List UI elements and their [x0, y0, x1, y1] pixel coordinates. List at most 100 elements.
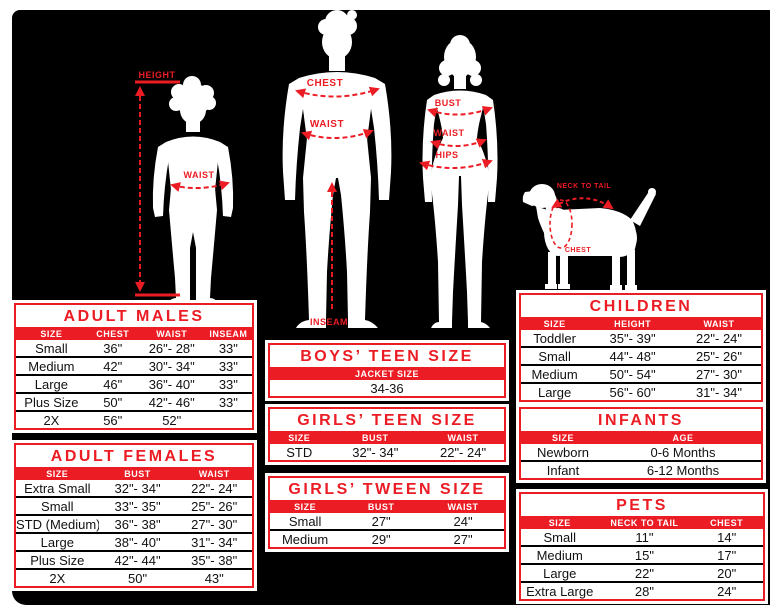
female-annotations: BUST WAIST HIPS: [419, 98, 493, 171]
table-header-row: SIZE BUST WAIST: [16, 467, 252, 480]
table-cell: Large: [34, 376, 69, 392]
table-cell: Extra Large: [526, 583, 594, 599]
column-header: WAIST: [447, 501, 479, 512]
table-cell: 24": [717, 583, 737, 599]
column-header: AGE: [672, 432, 694, 443]
table-cell: Medium: [281, 531, 329, 547]
table-cell: 35"- 38": [191, 552, 238, 568]
table-row: Small 11" 14": [521, 529, 763, 545]
table-row: Extra Large 28" 24": [521, 581, 763, 599]
table-girls-tween-size: GIRLS’ TWEEN SIZE SIZE BUST WAIST Small 27" 24…: [268, 476, 506, 549]
table-header-row: SIZE HEIGHT WAIST: [521, 317, 761, 330]
table-cell: Extra Small: [24, 480, 91, 496]
dog-chest-label: CHEST: [565, 247, 591, 254]
table-cell: Small: [543, 529, 576, 545]
male-chest-label: CHEST: [307, 78, 343, 89]
table-cell: 43": [204, 570, 224, 586]
table-cell: 22"- 24": [191, 480, 238, 496]
table-title: GIRLS’ TEEN SIZE: [297, 412, 477, 429]
table-cell: Medium: [531, 366, 578, 382]
table-cell: 38"- 40": [114, 534, 161, 550]
table-row: Small 44"- 48" 25"- 26": [521, 346, 761, 364]
table-row: Small 27" 24": [270, 513, 504, 529]
table-cell: Plus Size: [24, 394, 79, 410]
table-girls-teen-size: GIRLS’ TEEN SIZE SIZE BUST WAIST STD 32"- 34"…: [268, 407, 506, 462]
table-row: STD (Medium) 36"- 38" 27"- 30": [16, 514, 252, 532]
table-cell: STD: [286, 444, 313, 460]
table-row: Toddler 35"- 39" 22"- 24": [521, 330, 761, 346]
table-cell: 28": [634, 583, 654, 599]
table-header-row: SIZE BUST WAIST: [270, 431, 504, 444]
adult-male-silhouette: [282, 10, 392, 328]
female-bust-label: BUST: [435, 98, 462, 108]
column-header: HEIGHT: [614, 318, 652, 329]
table-row: Small 36" 26"- 28" 33": [16, 340, 252, 356]
table-cell: 46": [103, 376, 123, 392]
table-cell: 50": [103, 394, 123, 410]
table-children: CHILDREN SIZE HEIGHT WAIST Toddler 35"- 39" 22…: [519, 293, 763, 402]
column-header: NECK TO TAIL: [610, 517, 679, 528]
dog-neck-to-tail-label: NECK TO TAIL: [557, 183, 612, 190]
table-row: 34-36: [270, 380, 504, 396]
table-cell: 32"- 34": [114, 480, 161, 496]
table-cell: 36"- 38": [114, 516, 161, 532]
table-cell: 25"- 26": [191, 498, 238, 514]
table-cell: Small: [288, 513, 322, 529]
table-cell: 22": [634, 565, 654, 581]
dog-silhouette: [522, 184, 656, 290]
male-annotations: CHEST WAIST INSEAM: [295, 78, 380, 327]
table-cell: 36"- 40": [148, 376, 195, 392]
female-waist-label: WAIST: [434, 128, 465, 138]
table-row: Medium 29" 27": [270, 529, 504, 547]
table-cell: 32"- 34": [352, 444, 399, 460]
table-row: Small 33"- 35" 25"- 26": [16, 496, 252, 514]
table-header-row: SIZE AGE: [521, 431, 761, 444]
table-row: Large 38"- 40" 31"- 34": [16, 532, 252, 550]
column-header: SIZE: [288, 432, 311, 443]
table-cell: Small: [41, 498, 74, 514]
child-annotations: HEIGHT WAIST: [135, 70, 230, 297]
table-cell: Small: [35, 340, 68, 356]
table-cell: 50": [127, 570, 148, 586]
table-cell: 26"- 28": [148, 340, 195, 356]
adult-female-silhouette: [422, 35, 498, 328]
table-cell: 29": [371, 531, 391, 547]
column-header: WAIST: [703, 318, 735, 329]
table-cell: 33": [218, 358, 238, 374]
table-cell: Large: [537, 384, 572, 400]
column-header: SIZE: [543, 318, 566, 329]
table-cell: Medium: [536, 547, 583, 563]
table-cell: 6-12 Months: [646, 462, 720, 478]
table-row: Plus Size 50" 42"- 46" 33": [16, 392, 252, 410]
table-title: INFANTS: [598, 412, 684, 429]
table-row: 2X 56" 52": [16, 410, 252, 428]
table-cell: 20": [717, 565, 737, 581]
table-title: ADULT FEMALES: [50, 448, 218, 465]
column-header: SIZE: [551, 432, 574, 443]
table-cell: 2X: [43, 412, 60, 428]
table-cell: 24": [453, 513, 473, 529]
column-header: BUST: [367, 501, 395, 512]
column-header: CHEST: [96, 328, 130, 339]
table-row: Large 56"- 60" 31"- 34": [521, 382, 761, 400]
table-cell: Plus Size: [30, 552, 85, 568]
column-header: BUST: [362, 432, 389, 443]
table-cell: 0-6 Months: [650, 444, 716, 460]
table-title: ADULT MALES: [63, 308, 205, 325]
column-header: JACKET SIZE: [354, 368, 419, 379]
table-cell: 33": [218, 340, 238, 356]
table-cell: 36": [103, 340, 123, 356]
table-header-row: SIZE CHEST WAIST INSEAM: [16, 327, 252, 340]
table-cell: 31"- 34": [191, 534, 238, 550]
table-cell: Large: [40, 534, 74, 550]
table-row: Extra Small 32"- 34" 22"- 24": [16, 480, 252, 496]
table-row: Infant 6-12 Months: [521, 460, 761, 478]
table-cell: 15": [634, 547, 654, 563]
column-header: WAIST: [198, 468, 230, 479]
table-cell: 42"- 46": [148, 394, 195, 410]
column-header: SIZE: [40, 328, 63, 339]
table-cell: 17": [717, 547, 737, 563]
table-title: BOYS’ TEEN SIZE: [300, 348, 474, 365]
table-infants: INFANTS SIZE AGE Newborn 0-6 Months Infant 6-1…: [519, 407, 763, 480]
